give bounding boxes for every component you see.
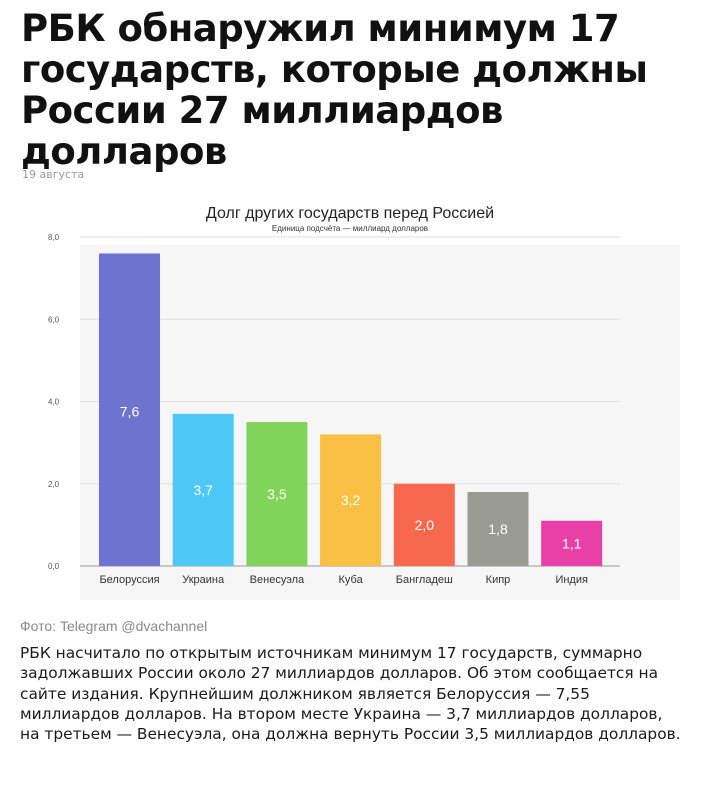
bar-value-label: 3,5 [267,486,287,502]
chart-x-axis-labels: Белоруссия Украина Венесуэла Куба Бангладеш К… [99,574,588,586]
y-tick-label: 0,0 [48,562,60,571]
article-headline: РБК обнаружил минимум 17 государств, кот… [21,7,648,173]
x-tick-label: Бангладеш [396,574,453,586]
chart-bars: 7,6 3,7 3,5 3,2 2,0 1,8 1,1 [99,253,603,566]
y-tick-label: 2,0 [48,480,60,489]
chart-title: Долг других государств перед Россией [206,205,494,222]
bar-value-label: 3,7 [193,482,213,498]
bar [99,253,160,566]
bar-value-label: 1,1 [562,535,582,551]
bar-value-label: 1,8 [488,521,508,537]
photo-caption: Фото: Telegram @dvachannel [20,618,208,634]
chart-subtitle: Единица подсчёта — миллиард долларов [272,224,428,233]
bar [172,413,234,566]
x-tick-label: Венесуэла [250,574,305,586]
y-tick-label: 8,0 [48,233,60,242]
bar [320,434,382,566]
bar [393,483,455,566]
x-tick-label: Белоруссия [99,574,159,586]
chart-grid: 0,0 2,0 4,0 6,0 8,0 [48,233,620,571]
y-tick-label: 4,0 [48,398,60,407]
article-date: 19 августа [22,168,85,181]
chart-svg: Долг других государств перед Россией Еди… [48,205,680,600]
bar [467,491,529,566]
x-tick-label: Украина [182,574,225,586]
article-body: РБК насчитало по открытым источникам мин… [20,644,681,744]
bar [246,422,308,566]
x-tick-label: Кипр [486,574,511,586]
y-tick-label: 6,0 [48,315,60,324]
bar [541,520,603,566]
x-tick-label: Индия [555,574,588,586]
bar-value-label: 3,2 [341,492,361,508]
x-tick-label: Куба [338,574,363,586]
debt-bar-chart: Долг других государств перед Россией Еди… [20,190,682,610]
bar-value-label: 2,0 [415,517,435,533]
bar-value-label: 7,6 [120,404,140,420]
